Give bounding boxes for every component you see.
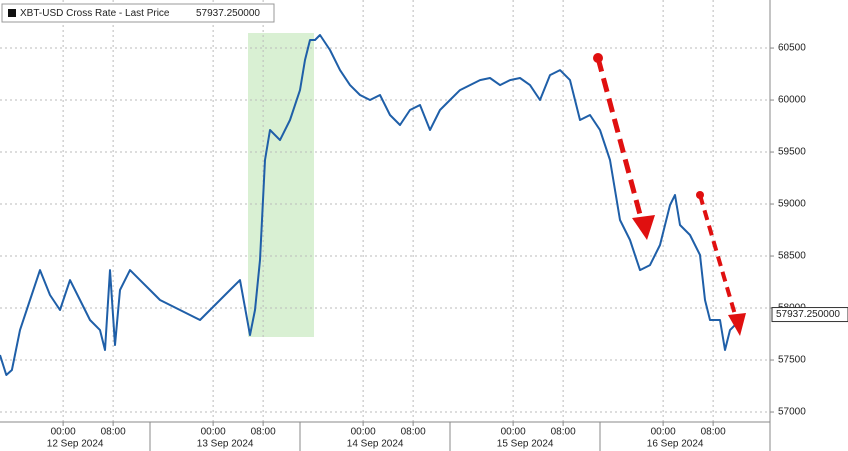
arrow [698,194,738,319]
x-tick-label: 00:00 [51,427,76,438]
last-price-label: 57937.250000 [776,309,840,320]
x-tick-label: 08:00 [101,427,126,438]
date-label: 16 Sep 2024 [647,439,704,450]
x-tick-label: 08:00 [551,427,576,438]
y-tick-label: 59500 [778,147,806,158]
legend-swatch [8,9,16,17]
y-tick-label: 57000 [778,407,806,418]
x-tick-label: 08:00 [401,427,426,438]
arrows [593,53,746,336]
x-tick-label: 00:00 [201,427,226,438]
y-tick-label: 59000 [778,199,806,210]
price-line [0,34,741,376]
arrow [595,57,645,223]
date-label: 14 Sep 2024 [347,439,404,450]
arrow-head [632,215,655,240]
y-tick-label: 60500 [778,43,806,54]
legend-price: 57937.250000 [196,8,260,19]
y-tick-label: 58500 [778,251,806,262]
legend-box [1,3,275,23]
legend-label: XBT-USD Cross Rate - Last Price [20,8,170,19]
last-price-box [771,307,848,323]
dividers [149,422,601,451]
x-tick-label: 08:00 [701,427,726,438]
x-tick-label: 08:00 [251,427,276,438]
date-label: 13 Sep 2024 [197,439,254,450]
x-tick-label: 00:00 [501,427,526,438]
grid [0,0,770,422]
x-tick-label: 00:00 [651,427,676,438]
date-label: 12 Sep 2024 [47,439,104,450]
date-label: 15 Sep 2024 [497,439,554,450]
arrow-head [728,313,746,336]
highlight-band [248,33,314,337]
y-tick-label: 57500 [778,355,806,366]
legend: XBT-USD Cross Rate - Last Price 57937.25… [1,3,275,23]
lines [0,34,741,376]
x-tick-label: 00:00 [351,427,376,438]
y-tick-label: 60000 [778,95,806,106]
